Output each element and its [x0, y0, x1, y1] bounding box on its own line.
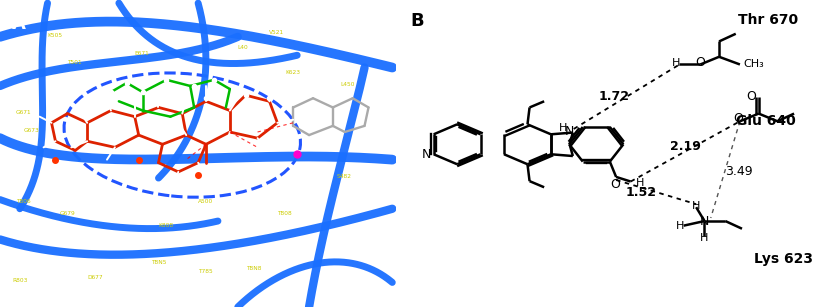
Text: H: H: [700, 233, 708, 243]
Text: 1.72: 1.72: [599, 90, 630, 103]
Text: E671: E671: [135, 51, 150, 56]
Text: O: O: [610, 178, 620, 192]
Text: H: H: [676, 221, 685, 231]
Text: T808: T808: [277, 211, 292, 216]
Text: A500: A500: [198, 199, 213, 204]
Text: O: O: [695, 56, 705, 69]
Text: H: H: [692, 201, 700, 211]
Text: T8N5: T8N5: [150, 260, 166, 265]
Text: A: A: [12, 15, 26, 33]
Text: N: N: [565, 125, 574, 138]
Text: L450: L450: [341, 82, 355, 87]
Text: 2.19: 2.19: [670, 140, 701, 153]
Text: T8N8: T8N8: [246, 266, 261, 271]
Text: N: N: [422, 148, 431, 161]
Text: Thr 670: Thr 670: [738, 13, 798, 27]
Text: O: O: [733, 112, 743, 125]
Text: G673: G673: [24, 128, 39, 133]
Text: H: H: [559, 122, 568, 133]
Text: G679: G679: [60, 211, 75, 216]
Text: T806: T806: [16, 199, 30, 204]
Text: Glu 640: Glu 640: [736, 114, 796, 128]
Text: 3.49: 3.49: [725, 165, 752, 178]
Text: H: H: [636, 178, 644, 188]
Text: K623: K623: [285, 70, 301, 75]
Text: K505: K505: [47, 33, 63, 38]
Text: H: H: [672, 58, 681, 68]
Text: T785: T785: [198, 269, 213, 274]
Text: R803: R803: [12, 278, 27, 283]
Text: Lys 623: Lys 623: [755, 252, 814, 266]
Text: K808: K808: [158, 223, 174, 228]
Text: V521: V521: [270, 30, 284, 35]
Text: D677: D677: [87, 275, 103, 280]
Text: 1.52: 1.52: [626, 185, 657, 199]
Text: CH₃: CH₃: [743, 60, 764, 69]
Text: T501: T501: [67, 60, 82, 65]
Text: S482: S482: [337, 174, 352, 179]
Text: G671: G671: [16, 110, 32, 115]
Text: B: B: [411, 12, 424, 30]
Text: O: O: [746, 90, 756, 103]
Text: L40: L40: [238, 45, 248, 50]
Text: N: N: [700, 215, 709, 227]
